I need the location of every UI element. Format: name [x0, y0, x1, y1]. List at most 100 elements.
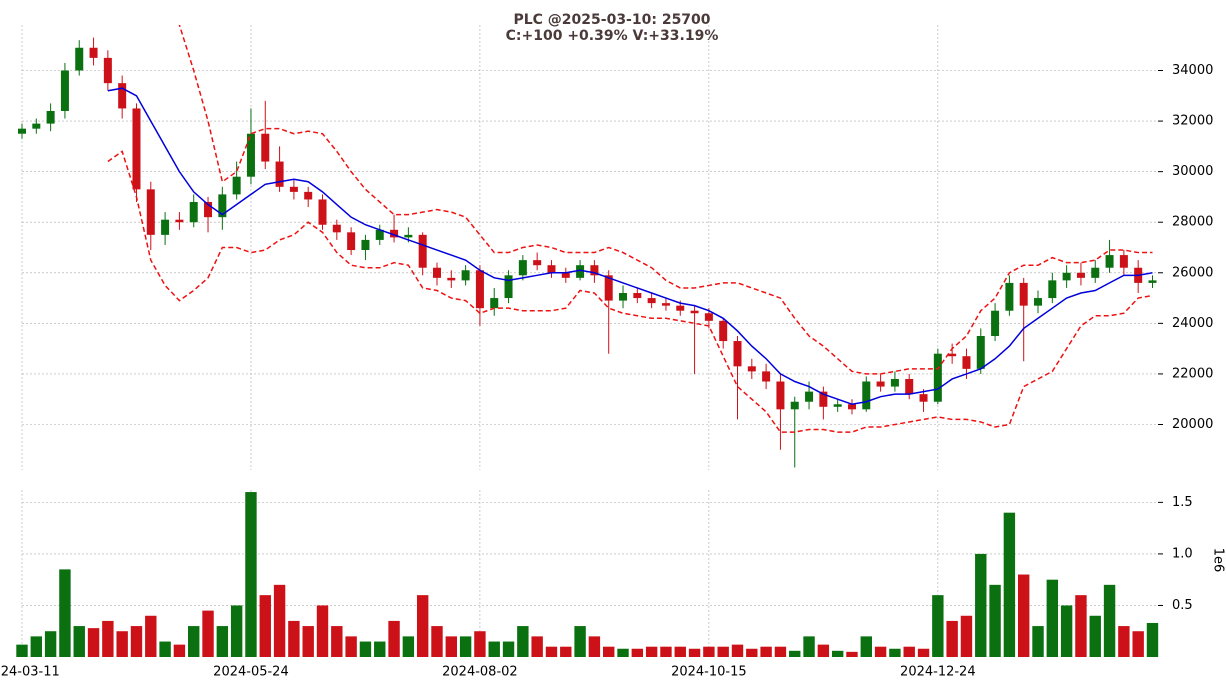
- y-tick-label: 30000: [1172, 164, 1213, 179]
- band-line: [107, 87, 1153, 406]
- candle-body: [1148, 280, 1157, 283]
- candle-body: [404, 234, 413, 238]
- candle-body: [590, 265, 599, 276]
- candle-body: [218, 194, 227, 218]
- y-tick-label: 28000: [1172, 215, 1213, 230]
- candle-body: [175, 219, 184, 223]
- volume-bar: [345, 636, 357, 657]
- volume-bar: [1075, 595, 1087, 657]
- candle-body: [747, 366, 756, 372]
- volume-bar: [1032, 626, 1044, 657]
- chart-subtitle: C:+100 +0.39% V:+33.19%: [506, 28, 719, 44]
- volume-bar: [416, 595, 429, 657]
- volume-bar: [946, 620, 958, 657]
- volume-bar: [1146, 622, 1159, 657]
- candle-body: [132, 108, 141, 190]
- volume-bar: [502, 641, 515, 657]
- candle-body: [833, 404, 842, 407]
- candle-body: [962, 356, 971, 369]
- volume-bar: [731, 644, 744, 657]
- volume-bar: [917, 648, 930, 657]
- volume-bar: [1118, 626, 1130, 657]
- candle-body: [18, 128, 26, 134]
- volume-bar: [531, 636, 543, 657]
- y-tick-label: 26000: [1172, 265, 1213, 280]
- band-line: [107, 150, 1153, 433]
- candle-body: [819, 391, 828, 407]
- volume-bar: [1018, 574, 1030, 657]
- chart-title: PLC @2025-03-10: 25700: [513, 12, 710, 28]
- volume-bar: [116, 631, 128, 657]
- volume-bar: [1132, 631, 1144, 657]
- volume-bar: [803, 636, 815, 657]
- volume-bar: [488, 641, 500, 657]
- candle-body: [1091, 267, 1100, 278]
- volume-bar: [560, 646, 572, 657]
- candle-body: [32, 123, 41, 129]
- candle-body: [547, 265, 556, 273]
- y-tick-label: 34000: [1172, 63, 1213, 78]
- volume-bar: [87, 628, 100, 657]
- candle-body: [275, 161, 284, 187]
- volume-bar: [717, 646, 729, 657]
- candle-body: [447, 277, 456, 281]
- candle-body: [704, 313, 713, 321]
- candle-body: [890, 378, 899, 387]
- y-tick-label: 22000: [1172, 366, 1213, 381]
- candle-body: [905, 378, 914, 395]
- volume-bar: [245, 492, 257, 657]
- volume-bar: [1089, 615, 1101, 657]
- candle-body: [690, 310, 699, 314]
- volume-bar: [44, 631, 57, 657]
- candle-body: [862, 381, 871, 410]
- band-line: [178, 25, 1153, 375]
- candle-body: [976, 335, 985, 369]
- volume-bar: [1060, 605, 1073, 657]
- candle-body: [490, 298, 499, 309]
- candle-body: [576, 265, 585, 278]
- volume-bar: [674, 646, 686, 657]
- candle-body: [948, 353, 957, 357]
- candle-body: [1048, 280, 1057, 299]
- candle-body: [332, 224, 341, 233]
- volume-bar: [216, 626, 229, 657]
- volume-bar: [73, 626, 85, 657]
- y-tick-label: 1.5: [1172, 495, 1193, 510]
- candle-body: [318, 199, 327, 225]
- volume-bar: [660, 646, 672, 657]
- candle-body: [733, 341, 742, 367]
- volume-bar: [331, 626, 343, 657]
- candle-body: [204, 201, 213, 218]
- candle-body: [1005, 282, 1014, 311]
- candle-body: [289, 186, 298, 192]
- volume-bar: [159, 641, 171, 657]
- candle-body: [475, 270, 484, 309]
- volume-bar: [202, 610, 214, 657]
- candle-body: [805, 391, 814, 402]
- volume-bar: [130, 626, 143, 657]
- volume-bar: [989, 584, 1001, 657]
- volume-bar: [316, 605, 329, 657]
- volume-bar: [145, 615, 157, 657]
- x-tick-label: 2024-10-15: [671, 665, 747, 680]
- candle-body: [847, 404, 856, 410]
- volume-bar: [374, 641, 386, 657]
- candle-body: [719, 320, 728, 342]
- candle-body: [518, 260, 527, 276]
- volume-bar: [388, 620, 400, 657]
- volume-bar: [960, 615, 973, 657]
- candle-body: [919, 394, 928, 402]
- candle-body: [146, 189, 155, 235]
- volume-bar: [746, 648, 758, 657]
- candle-body: [619, 293, 628, 301]
- x-tick-label: 2024-05-24: [213, 665, 289, 680]
- candle-body: [876, 381, 885, 387]
- candle-body: [304, 191, 313, 200]
- volume-bar: [617, 648, 629, 657]
- volume-bar: [230, 605, 243, 657]
- volume-bar: [188, 626, 200, 657]
- candle-body: [991, 310, 1000, 336]
- volume-bar: [445, 636, 457, 657]
- x-tick-label: 2024-03-11: [0, 665, 60, 680]
